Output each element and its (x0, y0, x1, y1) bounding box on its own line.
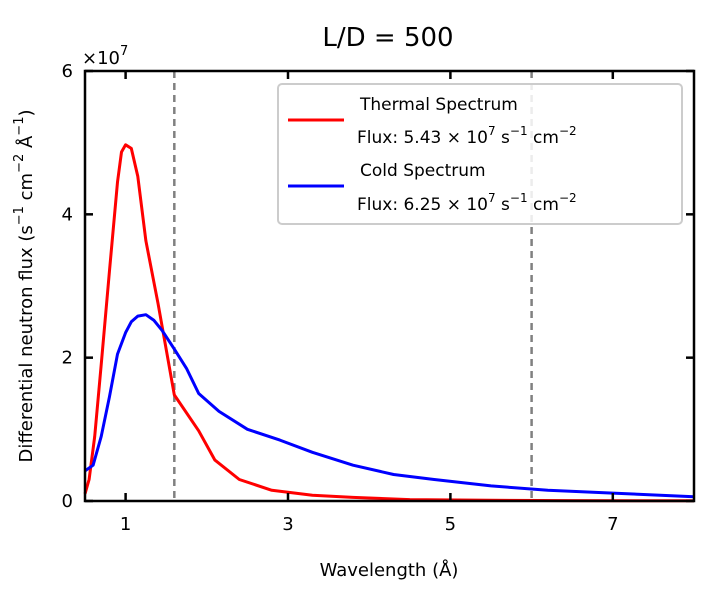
legend-thermal-flux: Flux: 5.43 × 107 s−1 cm−2 (357, 124, 577, 148)
legend-cold-name: Cold Spectrum (360, 161, 486, 181)
y-multiplier-exp: 7 (120, 44, 128, 59)
legend-cold-flux: Flux: 6.25 × 107 s−1 cm−2 (357, 191, 577, 215)
y-axis-title-main: Differential neutron flux (s (16, 225, 37, 462)
y-tick-label: 0 (62, 491, 73, 512)
y-tick-label: 4 (62, 204, 73, 225)
x-axis-title: Wavelength (Å) (320, 559, 459, 581)
plot-frame (83, 69, 696, 503)
legend-box (277, 83, 683, 225)
y-axis-title: Differential neutron flux (s−1 cm−2 Å−1) (12, 109, 37, 462)
legend-thermal-name: Thermal Spectrum (359, 95, 518, 115)
y-axis-title-sup3: −1 (12, 117, 27, 136)
series-line-cold-spectrum (84, 313, 695, 499)
legend: Thermal Spectrum Flux: 5.43 × 107 s−1 cm… (277, 83, 683, 225)
x-tick-label: 7 (607, 514, 618, 535)
y-tick-label: 6 (62, 61, 73, 82)
y-multiplier-base: ×10 (82, 48, 120, 69)
plot-area (83, 71, 695, 503)
series-line-thermal-spectrum (83, 143, 694, 503)
y-multiplier-label: ×107 (82, 44, 128, 69)
x-tick-label: 5 (445, 514, 456, 535)
x-tick-label: 3 (282, 514, 293, 535)
y-tick-label: 2 (62, 348, 73, 369)
y-axis-title-end: ) (16, 109, 37, 116)
y-axis-title-sup1: −1 (12, 206, 27, 225)
y-axis-title-sup2: −2 (12, 154, 27, 173)
x-tick-label: 1 (120, 514, 131, 535)
chart-title: L/D = 500 (322, 23, 453, 53)
y-axis-title-mid1: cm (16, 173, 37, 206)
y-axis-title-mid2: Å (15, 135, 37, 154)
